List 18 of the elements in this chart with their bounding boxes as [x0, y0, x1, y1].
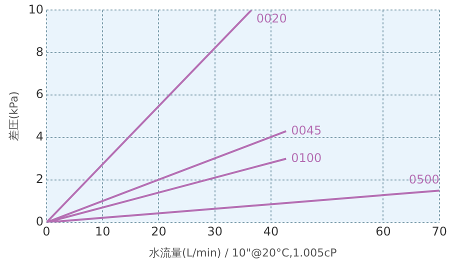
x-axis-title: 水流量(L/min) / 10"@20°C,1.005cP — [149, 246, 338, 260]
y-axis-title: 差圧(kPa) — [7, 91, 20, 142]
x-tick-label: 10 — [94, 224, 110, 239]
x-tick-label: 20 — [151, 224, 166, 239]
series-label: 0100 — [291, 150, 322, 165]
series-label: 0045 — [291, 123, 322, 138]
series-label: 0020 — [256, 11, 287, 26]
y-tick-label: 4 — [36, 130, 44, 144]
series-label: 0500 — [408, 172, 440, 187]
y-tick-label: 2 — [36, 172, 44, 186]
y-tick-label: 6 — [36, 87, 44, 102]
y-tick-label: 10 — [28, 2, 44, 16]
x-tick-label: 40 — [263, 224, 279, 239]
x-tick-label: 30 — [207, 224, 222, 239]
y-tick-label: 0 — [36, 214, 44, 229]
x-tick-label: 70 — [432, 224, 448, 239]
x-tick-label: 60 — [376, 224, 391, 239]
y-tick-label: 8 — [36, 44, 44, 59]
